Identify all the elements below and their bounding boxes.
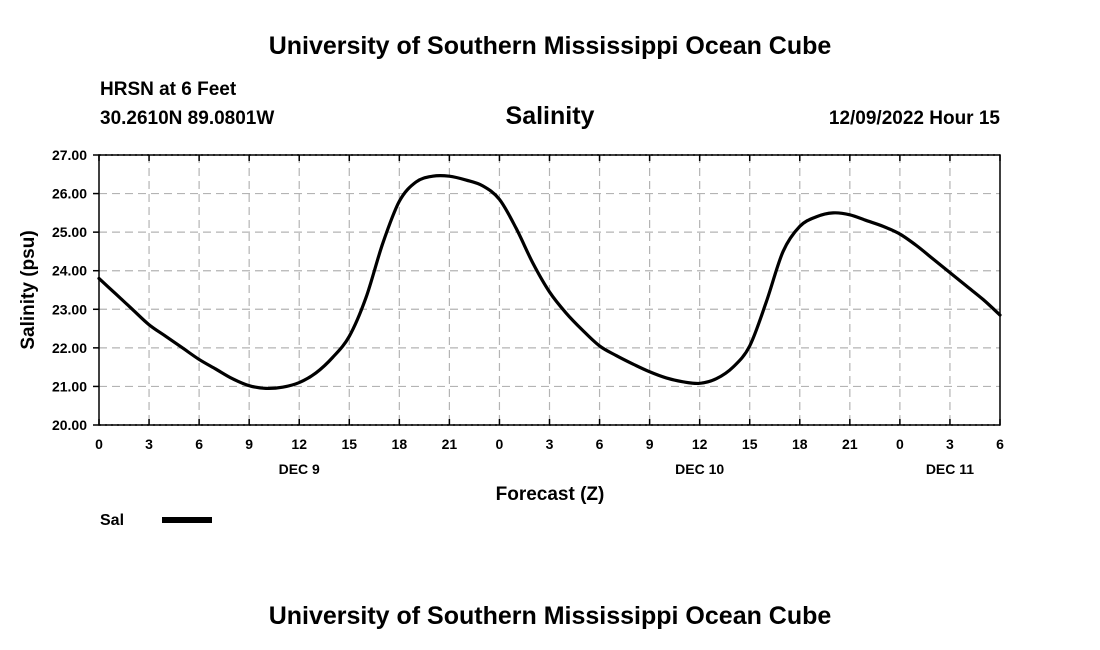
x-axis-title: Forecast (Z) [496, 484, 605, 505]
chart-title: Salinity [506, 102, 595, 130]
y-tick-label: 23.00 [52, 301, 87, 317]
y-tick-label: 24.00 [52, 263, 87, 279]
x-tick-label: 18 [792, 436, 808, 452]
series-line-sal [97, 174, 1002, 391]
y-axis-title: Salinity (psu) [18, 230, 39, 349]
series-lines [97, 174, 1002, 391]
date-label: DEC 11 [926, 461, 974, 477]
x-tick-label: 21 [442, 436, 458, 452]
figure-title: University of Southern Mississippi Ocean… [269, 32, 832, 60]
x-tick-label: 6 [596, 436, 604, 452]
station-coords: 30.2610N 89.0801W [100, 108, 274, 129]
footer-title: University of Southern Mississippi Ocean… [269, 602, 832, 630]
x-tick-label: 3 [546, 436, 554, 452]
x-tick-label: 15 [742, 436, 758, 452]
x-tick-label: 0 [896, 436, 904, 452]
legend-label: Sal [100, 512, 124, 529]
x-tick-label: 3 [946, 436, 954, 452]
x-tick-label: 18 [392, 436, 408, 452]
x-tick-label: 0 [95, 436, 103, 452]
date-label: DEC 9 [279, 461, 320, 477]
x-tick-labels: 0 3 6 9 12 15 18 21 0 3 6 9 12 15 18 21 0 3 6 [95, 436, 1004, 452]
x-tick-label: 12 [692, 436, 708, 452]
y-tick-label: 22.00 [52, 340, 87, 356]
x-tick-label: 9 [646, 436, 654, 452]
y-tick-label: 25.00 [52, 224, 87, 240]
y-tick-label: 26.00 [52, 186, 87, 202]
date-labels: DEC 9 DEC 10 DEC 11 [279, 461, 975, 477]
axis-ticks [93, 154, 1001, 426]
x-tick-label: 3 [145, 436, 153, 452]
x-tick-label: 0 [496, 436, 504, 452]
y-tick-labels: 20.00 21.00 22.00 23.00 24.00 25.00 26.00 27.00 [52, 147, 87, 433]
x-tick-label: 15 [341, 436, 357, 452]
x-tick-label: 21 [842, 436, 858, 452]
x-tick-label: 9 [245, 436, 253, 452]
station-name: HRSN at 6 Feet [100, 79, 237, 100]
forecast-datetime: 12/09/2022 Hour 15 [829, 108, 1001, 129]
y-tick-label: 27.00 [52, 147, 87, 163]
x-tick-label: 6 [996, 436, 1004, 452]
y-tick-label: 20.00 [52, 417, 87, 433]
x-tick-label: 12 [291, 436, 307, 452]
date-label: DEC 10 [675, 461, 724, 477]
x-tick-label: 6 [195, 436, 203, 452]
y-tick-label: 21.00 [52, 378, 87, 394]
